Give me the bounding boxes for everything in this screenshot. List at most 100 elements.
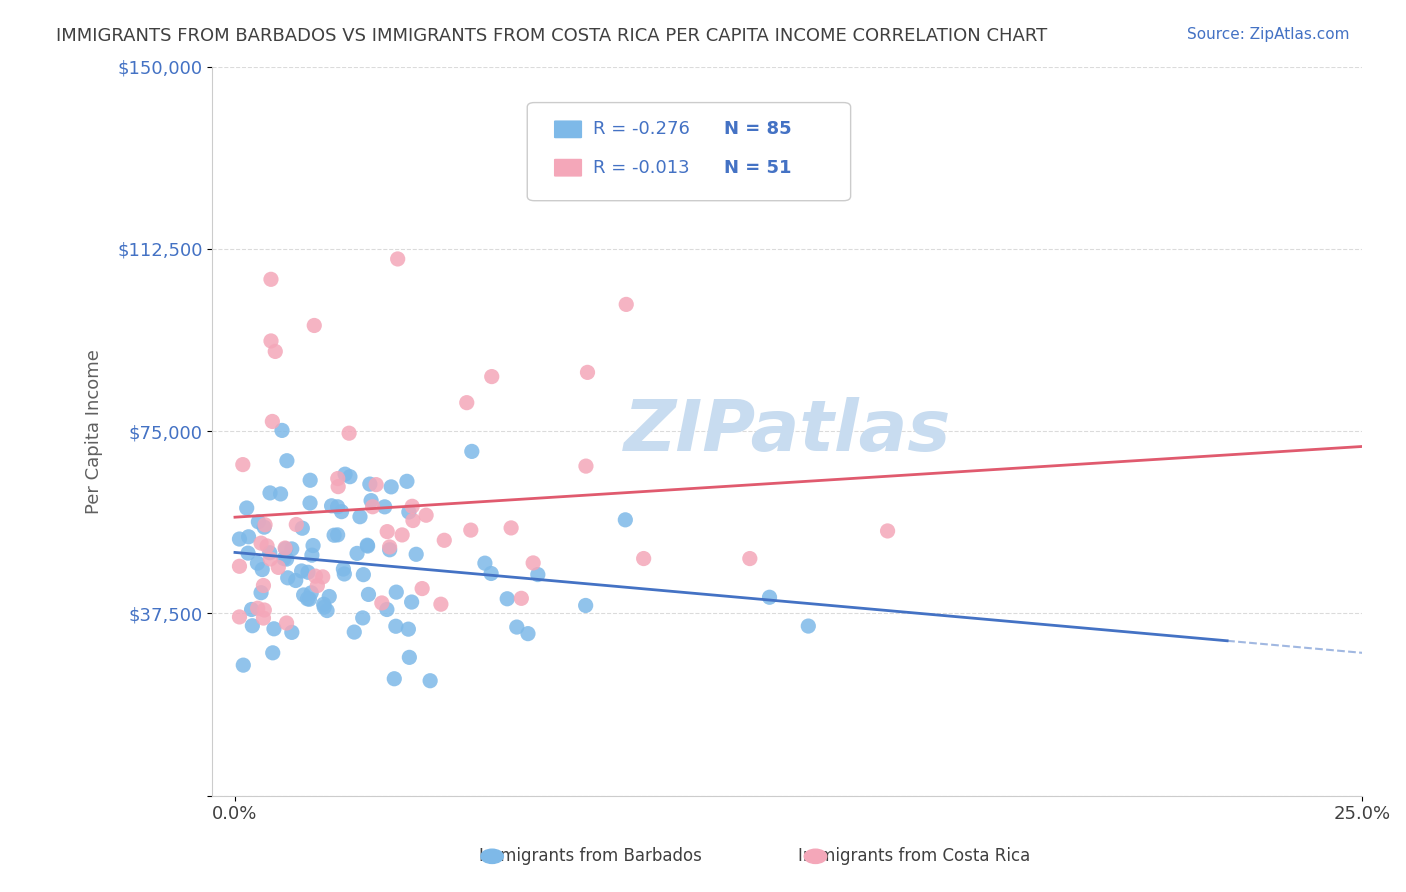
Point (316, 603, 339, 617)
Point (326, 528, 349, 542)
Point (360, 493, 382, 508)
Point (246, 601, 269, 615)
Point (260, 334, 283, 348)
Point (343, 625, 366, 640)
Point (328, 480, 350, 494)
Point (527, 567, 550, 582)
Point (291, 521, 314, 535)
Point (312, 597, 335, 611)
Point (312, 570, 335, 584)
Point (228, 559, 250, 574)
Point (323, 528, 346, 542)
Point (356, 539, 378, 553)
Point (271, 424, 294, 438)
Point (405, 547, 427, 561)
Point (395, 475, 418, 489)
Point (263, 622, 285, 636)
Point (238, 530, 260, 544)
Point (304, 318, 326, 333)
Point (506, 620, 529, 634)
Point (301, 548, 323, 562)
Point (276, 615, 298, 630)
Point (273, 551, 295, 566)
Point (252, 611, 274, 625)
Point (236, 546, 259, 560)
Point (333, 566, 356, 581)
Point (228, 532, 250, 546)
Point (614, 297, 637, 311)
Point (375, 602, 398, 616)
Point (374, 500, 396, 514)
Point (333, 467, 356, 482)
Point (349, 509, 371, 524)
Text: IMMIGRANTS FROM BARBADOS VS IMMIGRANTS FROM COSTA RICA PER CAPITA INCOME CORRELA: IMMIGRANTS FROM BARBADOS VS IMMIGRANTS F… (56, 27, 1047, 45)
Point (402, 514, 425, 528)
Point (321, 499, 343, 513)
Point (254, 517, 277, 532)
Point (252, 563, 274, 577)
Point (401, 500, 423, 514)
Point (253, 603, 276, 617)
Text: N = 85: N = 85 (724, 120, 792, 138)
Text: ZIPatlas: ZIPatlas (624, 397, 950, 466)
Point (253, 520, 276, 534)
Point (281, 625, 304, 640)
Point (633, 551, 655, 566)
Point (517, 626, 540, 640)
Point (307, 578, 329, 592)
Point (614, 513, 637, 527)
Point (738, 551, 761, 566)
Point (235, 501, 257, 516)
Point (398, 650, 420, 665)
Point (252, 578, 274, 592)
Point (352, 611, 374, 625)
Point (385, 585, 408, 599)
Point (415, 508, 437, 523)
Point (382, 672, 405, 686)
Point (380, 480, 402, 494)
Point (291, 564, 314, 578)
Point (270, 487, 292, 501)
Point (385, 619, 408, 633)
Point (876, 524, 898, 538)
Point (401, 595, 423, 609)
Point (461, 444, 484, 458)
Point (361, 500, 384, 514)
Point (299, 586, 322, 600)
Point (259, 546, 281, 560)
Point (575, 599, 598, 613)
Point (232, 658, 254, 673)
Point (326, 500, 349, 514)
Point (240, 619, 263, 633)
Point (357, 587, 380, 601)
Point (460, 523, 482, 537)
Text: R = -0.013: R = -0.013 (593, 159, 690, 177)
Point (346, 546, 368, 560)
Point (297, 566, 319, 580)
Point (337, 426, 360, 441)
Point (391, 528, 413, 542)
Point (259, 552, 281, 566)
Point (332, 562, 354, 576)
Point (366, 477, 388, 491)
Point (274, 541, 297, 555)
Point (375, 524, 398, 539)
Point (510, 591, 533, 606)
Point (314, 600, 336, 615)
Point (433, 533, 456, 548)
Point (430, 597, 453, 611)
Point (304, 569, 326, 583)
Point (575, 459, 598, 474)
Text: R = -0.276: R = -0.276 (593, 120, 690, 138)
Point (250, 585, 273, 599)
Point (247, 515, 270, 529)
Point (284, 574, 307, 588)
Point (264, 344, 287, 359)
Point (250, 536, 273, 550)
Point (228, 610, 250, 624)
Point (522, 556, 544, 570)
Point (339, 469, 361, 483)
Point (276, 552, 298, 566)
Point (240, 602, 263, 616)
Point (326, 471, 349, 485)
